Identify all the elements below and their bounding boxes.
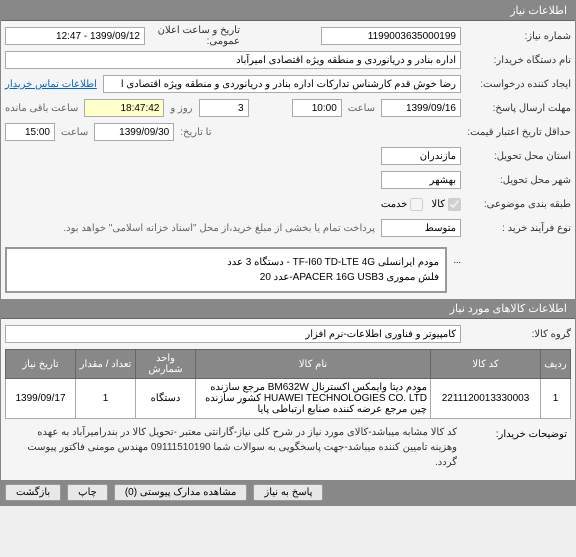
field-days-remain: 3 [199, 99, 249, 117]
table-row: 1 2211120013330003 مودم دیتا وایمکس اکست… [6, 379, 571, 419]
checkbox-service[interactable]: خدمت [381, 198, 424, 211]
label-pub-date: تاریخ و ساعت اعلان عمومی: [145, 25, 240, 47]
th-code: کد کالا [431, 350, 541, 379]
section-header-info: اطلاعات نیاز [1, 1, 575, 21]
process-note: پرداخت تمام یا بخشی از مبلغ خرید،از محل … [5, 223, 375, 234]
label-days: روز و [170, 103, 192, 114]
td-code: 2211120013330003 [431, 379, 541, 419]
attachments-button[interactable]: مشاهده مدارک پیوستی (0) [114, 484, 248, 501]
desc-line-2: فلش مموری APACER 16G USB3-عدد 20 [13, 270, 439, 285]
field-city: بهشهر [381, 171, 461, 189]
checkbox-service-label: خدمت [381, 199, 408, 210]
desc-expand-icon[interactable]: ... [447, 247, 461, 265]
checkbox-goods[interactable]: کالا [431, 198, 461, 211]
field-countdown: 18:47:42 [84, 99, 164, 117]
field-req-no: 1199003635000199 [321, 27, 461, 45]
print-button[interactable]: چاپ [67, 484, 108, 501]
contact-link[interactable]: اطلاعات تماس خریدار [5, 79, 97, 90]
label-notes: توضیحات خریدار: [457, 425, 567, 440]
field-to-time: 15:00 [5, 123, 55, 141]
td-name: مودم دیتا وایمکس اکسترنال BM632W مرجع سا… [196, 379, 431, 419]
th-qty: تعداد / مقدار [76, 350, 136, 379]
field-goods-group: کامپیوتر و فناوری اطلاعات-نرم افزار [5, 325, 461, 343]
desc-line-1: مودم ایرانسلی TF-I60 TD-LTE 4G - دستگاه … [13, 255, 439, 270]
label-province: استان محل تحویل: [461, 151, 571, 162]
field-province: مازندران [381, 147, 461, 165]
label-remain: ساعت باقی مانده [5, 103, 78, 114]
section-header-goods: اطلاعات کالاهای مورد نیاز [1, 299, 575, 319]
label-goods-group: گروه کالا: [461, 329, 571, 340]
notes-text: کد کالا مشابه میباشد-کالای مورد نیاز در … [9, 425, 457, 470]
label-org: نام دستگاه خریدار: [461, 55, 571, 66]
td-date: 1399/09/17 [6, 379, 76, 419]
label-process: نوع فرآیند خرید : [461, 223, 571, 234]
td-qty: 1 [76, 379, 136, 419]
label-validity: حداقل تاریخ اعتبار قیمت: [461, 127, 571, 138]
td-unit: دستگاه [136, 379, 196, 419]
field-deadline-date: 1399/09/16 [381, 99, 461, 117]
field-deadline-time: 10:00 [292, 99, 342, 117]
back-button[interactable]: بازگشت [5, 484, 61, 501]
checkbox-goods-label: کالا [431, 199, 445, 210]
label-time1: ساعت [348, 103, 375, 114]
th-idx: ردیف [541, 350, 571, 379]
label-to-date: تا تاریخ: [180, 127, 211, 138]
td-idx: 1 [541, 379, 571, 419]
field-creator: رضا خوش قدم کارشناس تدارکات اداره بنادر … [103, 75, 461, 93]
field-process: متوسط [381, 219, 461, 237]
label-city: شهر محل تحویل: [461, 175, 571, 186]
label-req-no: شماره نیاز: [461, 31, 571, 42]
th-unit: واحد شمارش [136, 350, 196, 379]
label-desc [461, 247, 571, 255]
reply-button[interactable]: پاسخ به نیاز [253, 484, 323, 501]
label-time2: ساعت [61, 127, 88, 138]
label-creator: ایجاد کننده درخواست: [461, 79, 571, 90]
label-deadline: مهلت ارسال پاسخ: [461, 103, 571, 114]
goods-table: ردیف کد کالا نام کالا واحد شمارش تعداد /… [5, 349, 571, 419]
th-date: تاریخ نیاز [6, 350, 76, 379]
th-name: نام کالا [196, 350, 431, 379]
field-to-date: 1399/09/30 [94, 123, 174, 141]
field-pub-date: 1399/09/12 - 12:47 [5, 27, 145, 45]
field-org: اداره بنادر و دریانوردی و منطقه ویژه اقت… [5, 51, 461, 69]
label-group: طبقه بندی موضوعی: [461, 199, 571, 210]
